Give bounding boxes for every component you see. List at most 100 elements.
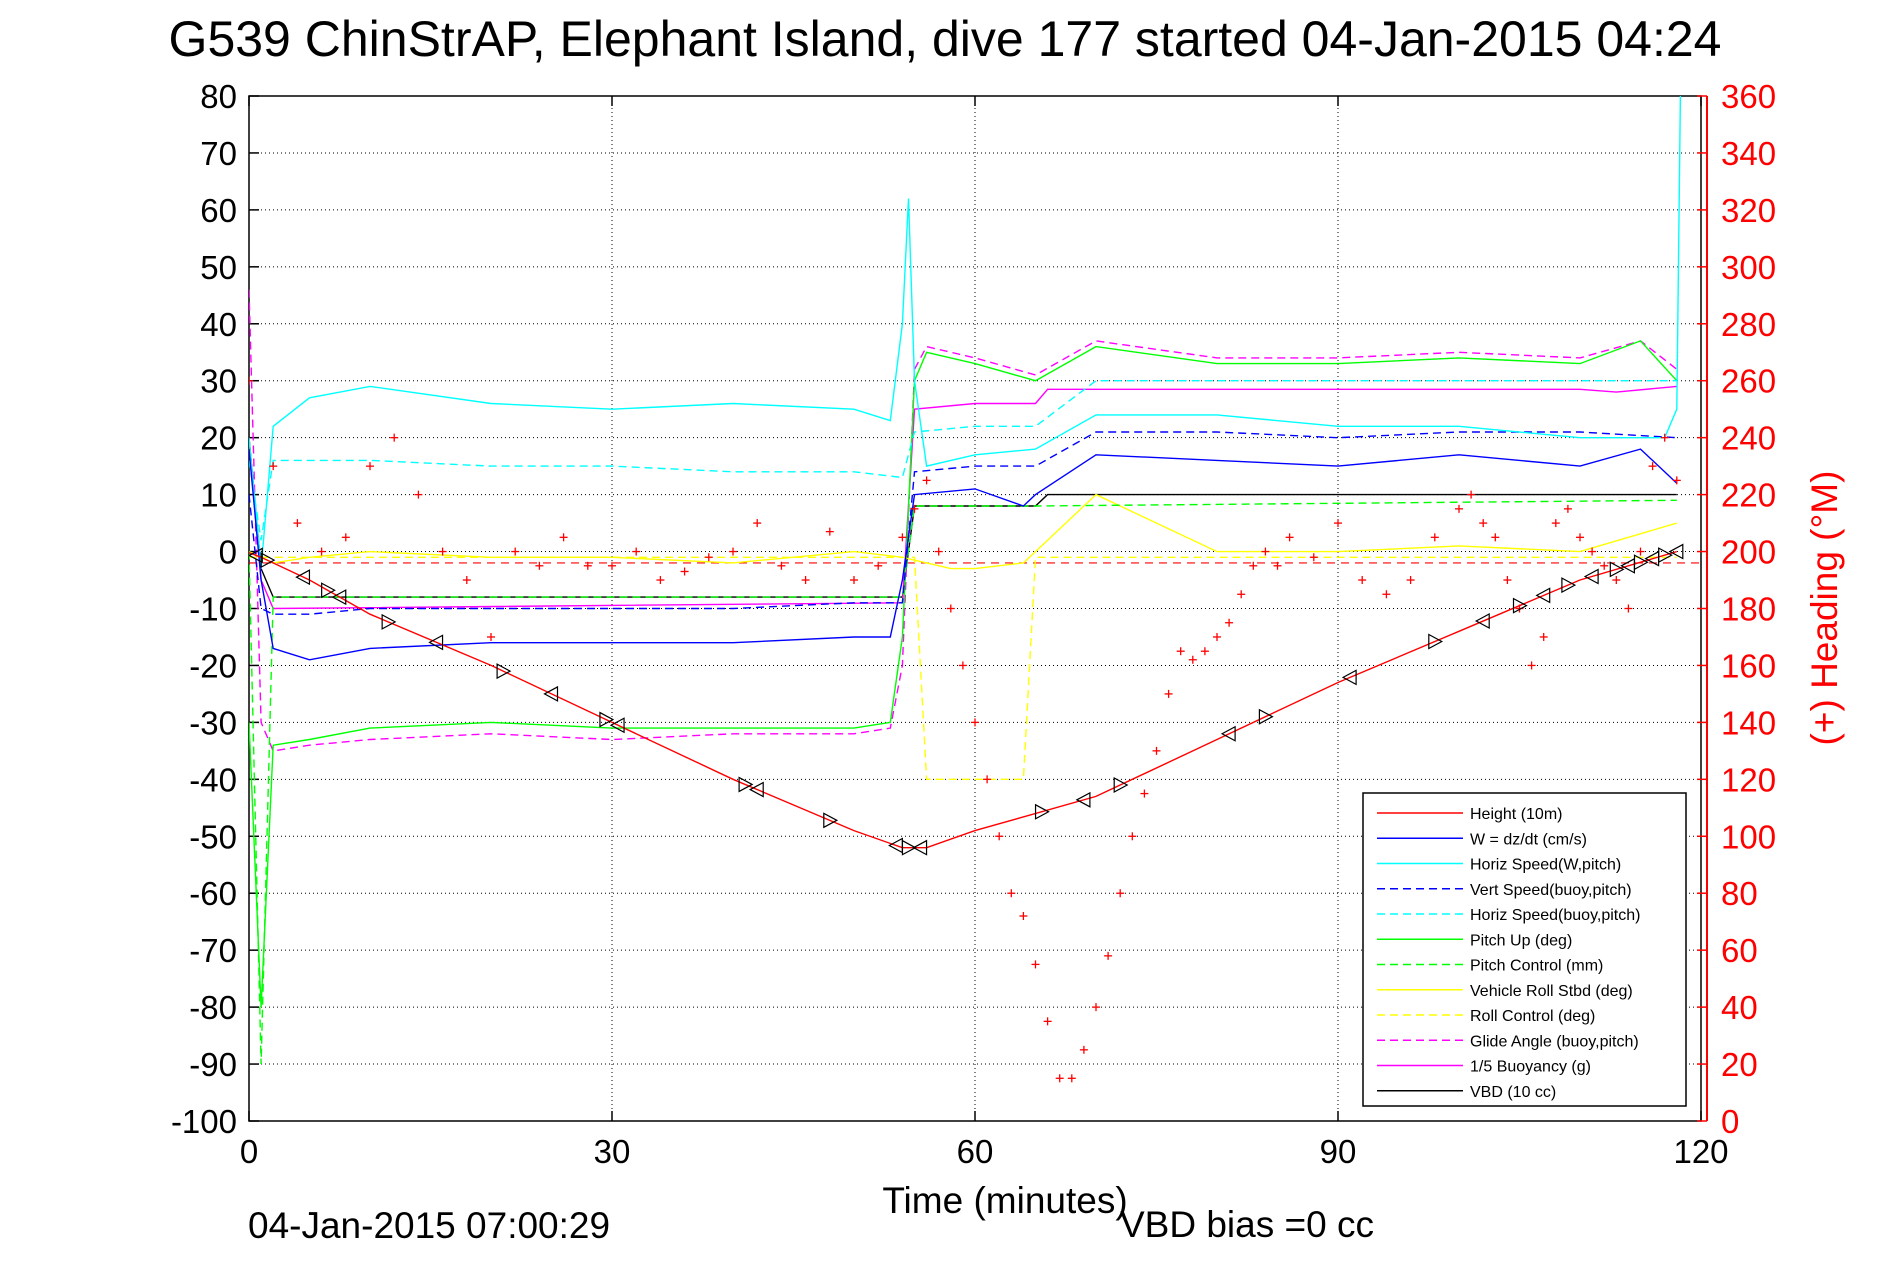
heading-marker [1539,632,1548,641]
heading-marker [922,476,931,485]
heading-marker [293,519,302,528]
y-tick-label: -40 [189,761,237,798]
heading-marker [462,576,471,585]
y-tick-label: -80 [189,989,237,1026]
series-vert-speed-buoy-pitch [249,431,1677,615]
depth-marker [295,569,311,586]
y-tick-label: 20 [200,420,237,457]
right-y-tick-label: 40 [1721,989,1758,1026]
heading-marker [1527,661,1536,670]
depth-marker [331,589,347,606]
series-layer [249,96,1701,1083]
series-1-5-buoyancy-g [249,385,1677,610]
right-y-tick-label: 280 [1721,306,1776,343]
heading-marker [910,504,919,513]
right-y-tick-label: 200 [1721,534,1776,571]
right-y-tick-label: 340 [1721,135,1776,172]
chart-title: G539 ChinStrAP, Elephant Island, dive 17… [169,11,1722,67]
heading-marker [1104,951,1113,960]
heading-marker [1273,561,1282,570]
heading-marker [850,576,858,585]
heading-marker [341,533,350,542]
series-pitch-up-deg [249,340,1678,1008]
heading-marker [1503,576,1512,585]
right-y-tick-label: 140 [1721,704,1776,741]
depth-marker [249,547,263,564]
heading-marker [1043,1017,1052,1026]
heading-marker [1563,504,1572,513]
depth-marker [543,685,559,702]
heading-marker [1031,960,1040,969]
heading-marker [971,718,979,727]
heading-marker [1140,789,1149,798]
right-y-tick-label: 180 [1721,591,1776,628]
depth-marker [1034,803,1050,820]
right-y-tick-label: 220 [1721,477,1776,514]
legend-entry: VBD (10 cc) [1470,1084,1556,1101]
heading-marker [825,527,834,536]
depth-marker [609,717,625,734]
heading-marker [958,661,967,670]
x-axis-label: Time (minutes) [882,1180,1127,1221]
heading-marker [1648,462,1657,471]
depth-marker [428,634,444,651]
depth-marker [748,781,764,798]
heading-marker [1660,433,1669,442]
heading-marker [487,632,495,641]
heading-marker [1455,504,1463,513]
heading-marker [1249,561,1258,570]
heading-marker [1358,576,1367,585]
depth-marker [1341,669,1357,686]
heading-marker [753,519,762,528]
right-y-tick-label: 320 [1721,192,1776,229]
heading-marker [511,547,520,556]
depth-marker [1075,791,1091,808]
heading-marker [729,547,737,556]
heading-marker [1092,1003,1100,1012]
depth-marker [1428,633,1444,650]
depth-marker [738,776,754,793]
y-tick-label: -60 [189,875,237,912]
heading-marker [1624,604,1633,613]
heading-marker [1176,647,1185,656]
legend-box [1362,792,1687,1107]
heading-marker [1406,576,1415,585]
y-tick-label: 0 [219,534,237,571]
x-tick-label: 0 [240,1133,258,1170]
right-y-tick-label: 100 [1721,818,1776,855]
heading-marker [1600,561,1609,570]
y-tick-label: -20 [189,647,237,684]
depth-marker [1113,777,1129,794]
heading-marker [1491,533,1500,542]
heading-marker [874,561,883,570]
x-tick-label: 30 [594,1133,631,1170]
series-horiz-speed-w-pitch [249,96,1682,569]
legend-entry: Roll Control (deg) [1470,1008,1595,1025]
depth-marker [1633,554,1649,571]
x-tick-label: 60 [957,1133,994,1170]
depth-marker [1609,561,1625,578]
heading-marker [559,533,568,542]
heading-marker [656,576,665,585]
series-roll-control-deg [249,556,1677,780]
heading-marker [414,490,423,499]
series-horiz-speed-buoy-pitch [249,380,1677,541]
depth-marker [321,582,336,599]
heading-marker [1007,889,1016,898]
heading-marker [1612,576,1621,585]
heading-marker [680,567,689,576]
heading-marker [1430,533,1439,542]
heading-marker [1285,533,1294,542]
y-tick-label: 60 [200,192,237,229]
heading-marker [1079,1045,1088,1054]
heading-marker [1200,647,1209,656]
depth-marker [912,839,928,856]
heading-marker [1672,476,1681,485]
legend: Height (10m) W = dz/dt (cm/s) Horiz Speed(… [1362,792,1687,1107]
depth-marker [496,663,512,680]
y-tick-label: 30 [200,363,237,400]
heading-marker [535,561,544,570]
heading-marker [898,533,907,542]
right-y-tick-label: 80 [1721,875,1758,912]
heading-marker [1588,547,1597,556]
